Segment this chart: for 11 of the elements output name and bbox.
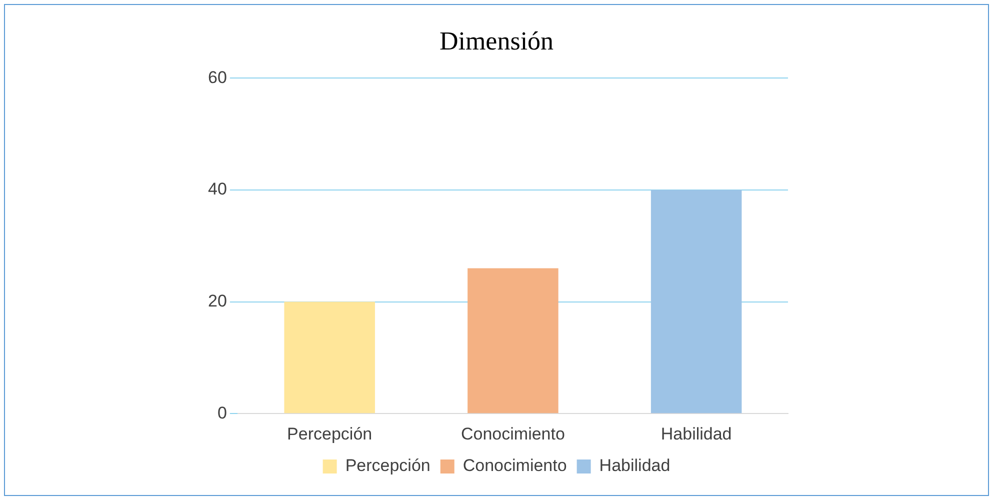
legend-label: Conocimiento (462, 456, 567, 476)
x-tick-label: Conocimiento (460, 424, 565, 444)
chart-title: Dimensión (439, 26, 554, 56)
legend-label: Habilidad (599, 456, 670, 476)
y-tick-label: 0 (217, 403, 227, 422)
x-tick-label: Habilidad (660, 424, 732, 444)
y-tick-label: 60 (208, 68, 227, 87)
x-tick-label: Percepción (287, 424, 372, 444)
y-tick-label: 40 (208, 180, 227, 199)
legend-label: Percepción (345, 456, 430, 476)
y-tick-label: 20 (208, 291, 227, 310)
